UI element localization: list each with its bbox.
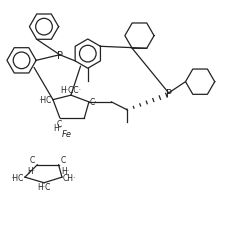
Text: C: C <box>61 155 66 164</box>
Text: H·: H· <box>53 124 62 133</box>
Text: Fe: Fe <box>62 129 71 138</box>
Text: ·HC: ·HC <box>38 96 52 105</box>
Text: P: P <box>166 88 172 99</box>
Text: H·: H· <box>61 166 69 175</box>
Text: C·: C· <box>90 98 98 107</box>
Text: H·CC·: H·CC· <box>60 86 81 94</box>
Text: H·: H· <box>27 166 35 175</box>
Text: C: C <box>30 155 35 164</box>
Text: H·C: H·C <box>37 182 51 191</box>
Text: ·HC: ·HC <box>10 173 24 182</box>
Text: C: C <box>57 119 62 128</box>
Text: P: P <box>57 50 63 61</box>
Text: CH·: CH· <box>63 173 77 182</box>
